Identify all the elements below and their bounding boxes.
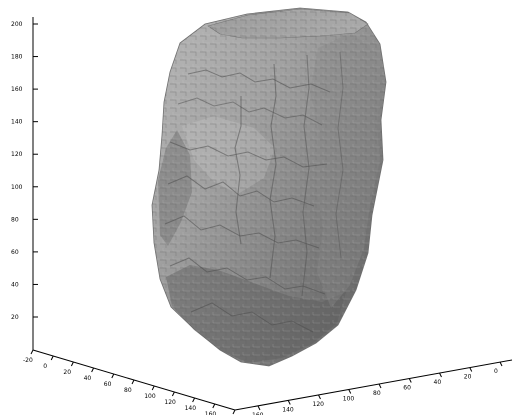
y-axis-ticks: 160 140 120 100 80 60 40 20 0 bbox=[252, 361, 503, 415]
z-axis-tick-label: 100 bbox=[11, 184, 23, 191]
rock-contour-3 bbox=[169, 141, 328, 168]
y-axis-line bbox=[234, 359, 513, 411]
y-axis-tick-label: 40 bbox=[434, 379, 442, 386]
rock-contour-1 bbox=[187, 69, 331, 93]
y-axis-tick bbox=[318, 394, 321, 400]
x-axis-tick bbox=[151, 385, 155, 391]
x-axis-tick bbox=[232, 409, 236, 415]
x-axis-tick bbox=[91, 367, 95, 373]
y-axis-tick bbox=[499, 361, 503, 367]
x-axis-tick-label: 100 bbox=[144, 393, 156, 400]
y-axis-tick-label: 20 bbox=[464, 374, 472, 381]
x-axis-tick bbox=[171, 391, 175, 397]
x-axis-tick bbox=[131, 379, 135, 385]
y-axis-tick-label: 160 bbox=[252, 412, 264, 415]
z-axis-tick-label: 160 bbox=[11, 86, 23, 93]
y-axis-tick bbox=[469, 367, 473, 372]
z-axis-tick-label: 120 bbox=[11, 151, 23, 158]
y-axis-tick bbox=[257, 405, 261, 411]
z-axis-tick-label: 20 bbox=[11, 314, 19, 321]
x-axis-tick bbox=[50, 355, 54, 361]
y-axis-tick bbox=[378, 383, 382, 389]
y-axis-tick-label: 80 bbox=[373, 390, 381, 397]
z-axis-tick-label: 80 bbox=[11, 216, 19, 223]
x-axis-tick bbox=[30, 349, 34, 355]
y-axis-tick-label: 120 bbox=[313, 401, 325, 408]
z-axis-tick-label: 200 bbox=[11, 21, 23, 28]
rock-contour-4 bbox=[167, 175, 315, 207]
rock-contour-7 bbox=[190, 302, 314, 333]
x-axis-tick bbox=[192, 397, 196, 403]
rock-vertical-fissure-4 bbox=[335, 51, 344, 259]
z-axis-ticks: 200 180 160 140 120 100 80 60 40 20 bbox=[11, 21, 38, 321]
y-axis-tick bbox=[439, 372, 442, 378]
y-axis-tick-label: 0 bbox=[494, 368, 498, 375]
x-axis-tick-label: 140 bbox=[185, 405, 197, 412]
rock-contour-2 bbox=[177, 97, 323, 126]
x-axis-tick-label: 20 bbox=[63, 369, 71, 376]
x-axis-tick-label: -20 bbox=[23, 357, 33, 364]
x-axis-tick-label: 160 bbox=[205, 411, 217, 415]
rock-contour-6 bbox=[169, 257, 326, 295]
rock-vertical-fissure-2 bbox=[269, 63, 277, 279]
rock-vertical-fissure-3 bbox=[301, 54, 310, 297]
x-axis-tick-label: 0 bbox=[43, 363, 47, 370]
y-axis-tick-label: 100 bbox=[343, 396, 355, 403]
y-axis-tick-label: 60 bbox=[403, 385, 411, 392]
x-axis-tick-label: 120 bbox=[164, 399, 176, 406]
x-axis-tick bbox=[111, 373, 115, 379]
z-axis-tick-label: 40 bbox=[11, 281, 19, 288]
z-axis-tick-label: 60 bbox=[11, 249, 19, 256]
rock-voxel-texture bbox=[152, 8, 386, 366]
z-axis-tick-label: 140 bbox=[11, 119, 23, 126]
x-axis-tick-label: 80 bbox=[124, 387, 132, 394]
x-axis-tick-label: 40 bbox=[84, 375, 92, 382]
z-axis-tick-label: 180 bbox=[11, 54, 23, 61]
rock-surface bbox=[151, 7, 387, 367]
y-axis-tick bbox=[287, 400, 291, 405]
x-axis-tick bbox=[212, 403, 216, 409]
y-axis-tick bbox=[408, 378, 412, 383]
rock-vertical-fissure-1 bbox=[234, 96, 242, 245]
x-axis-tick bbox=[70, 361, 74, 367]
x-axis-tick-label: 60 bbox=[104, 381, 112, 388]
x-axis-ticks: -20020406080100120140160180 bbox=[23, 349, 236, 415]
y-axis-tick bbox=[348, 389, 352, 394]
y-axis-tick-label: 140 bbox=[282, 407, 294, 414]
